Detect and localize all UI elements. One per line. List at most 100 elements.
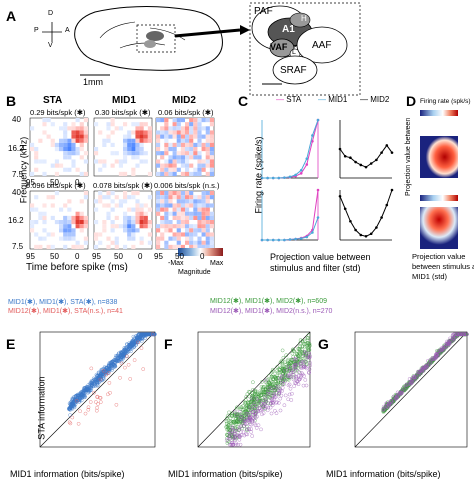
point-mid2 — [343, 154, 347, 158]
heatmap-cell — [83, 134, 88, 139]
scatter-point-blue — [134, 336, 139, 341]
scatter-point-purple — [389, 398, 393, 403]
scatter-point-blue — [98, 371, 103, 376]
scatter-point-green — [288, 363, 293, 368]
heatmap-cell — [46, 134, 51, 139]
heatmap-cell — [209, 159, 214, 164]
heatmap-cell — [63, 224, 68, 229]
heatmap-cell — [118, 171, 123, 176]
heatmap-cell — [143, 138, 148, 143]
heatmap-cell — [172, 207, 177, 212]
heatmap-cell — [94, 199, 99, 204]
heatmap-cell — [205, 118, 210, 123]
heatmap-cell — [160, 126, 165, 131]
heatmap-cell — [205, 203, 210, 208]
heatmap-cell — [205, 155, 210, 160]
scatter-point-purple — [265, 408, 270, 413]
heatmap-cell — [156, 244, 161, 249]
heatmap-cell — [201, 207, 206, 212]
heatmap-cell — [34, 232, 39, 237]
point-mid2 — [354, 228, 357, 232]
scatter-point-purple — [293, 380, 297, 385]
point-mid2 — [380, 216, 383, 219]
scatter-point-purple — [454, 335, 458, 339]
xtick-0-b3: 0 — [200, 252, 205, 261]
heatmap-cell — [168, 199, 173, 204]
heatmap-cell — [201, 167, 206, 172]
scatter-point-red — [96, 402, 100, 406]
heatmap-cell — [79, 134, 84, 139]
heatmap-cell — [54, 171, 59, 176]
d-heatmap-bottom — [420, 207, 458, 249]
heatmap-cell — [185, 215, 190, 220]
heatmap-cell — [98, 159, 103, 164]
heatmap-cell — [139, 240, 144, 245]
heatmap-cell — [63, 151, 68, 156]
heatmap-cell — [131, 167, 136, 172]
heatmap-cell — [193, 228, 198, 233]
heatmap-cell — [185, 171, 190, 176]
scatter-point-purple — [270, 396, 275, 401]
heatmap-cell — [176, 126, 181, 131]
ytick-7-b: 7.5 — [12, 242, 24, 251]
scatter-point-blue — [68, 413, 72, 417]
scatter-point-green — [229, 414, 234, 418]
heatmap-cell — [156, 134, 161, 139]
heatmap-cell — [209, 171, 214, 176]
scatter-point-purple — [381, 407, 386, 411]
heatmap-cell — [201, 224, 206, 229]
heatmap-cell — [172, 134, 177, 139]
heatmap-cell — [83, 224, 88, 229]
heatmap-cell — [205, 191, 210, 196]
e-xlabel: MID1 information (bits/spike) — [10, 469, 125, 479]
heatmap-cell — [83, 138, 88, 143]
heatmap-cell — [50, 122, 55, 127]
heatmap-cell — [168, 203, 173, 208]
scatter-point-blue — [137, 335, 141, 340]
heatmap-cell — [197, 236, 202, 241]
heatmap-cell — [172, 122, 177, 127]
scatter-point-red — [118, 375, 122, 380]
heatmap-cell — [205, 171, 210, 176]
heatmap-cell — [147, 126, 152, 131]
heatmap-cell — [205, 240, 210, 245]
heatmap-cell — [106, 215, 111, 220]
heatmap-cell — [176, 220, 181, 225]
scatter-point-purple — [277, 390, 281, 395]
scatter-point-purple — [404, 382, 409, 387]
scatter-point-purple — [296, 382, 301, 387]
heatmap-cell — [135, 122, 140, 127]
heatmap-cell — [135, 142, 140, 147]
heatmap-cell — [172, 155, 177, 160]
heatmap-cell — [139, 203, 144, 208]
scatter-point-purple — [280, 374, 285, 378]
scatter-point-red — [94, 400, 98, 404]
heatmap-cell — [38, 159, 43, 164]
heatmap-cell — [63, 147, 68, 152]
heatmap-cell — [147, 224, 152, 229]
scatter-point-purple — [455, 332, 459, 337]
scatter-point-green — [259, 385, 264, 389]
heatmap-cell — [172, 118, 177, 123]
heatmap-cell — [123, 122, 128, 127]
scatter-point-purple — [404, 383, 408, 388]
heatmap-cell — [102, 224, 107, 229]
heatmap-cell — [209, 130, 214, 135]
heatmap-cell — [180, 151, 185, 156]
heatmap-cell — [94, 232, 99, 237]
scatter-point-blue — [84, 385, 89, 389]
heatmap-cell — [156, 171, 161, 176]
heatmap-cell — [168, 211, 173, 216]
heatmap-cell — [67, 207, 72, 212]
colorbar-min: -Max — [168, 260, 184, 267]
area-aaf — [296, 26, 348, 64]
heatmap-cell — [189, 130, 194, 135]
heatmap-cell — [164, 191, 169, 196]
heatmap-cell — [123, 199, 128, 204]
heatmap-cell — [83, 151, 88, 156]
scatter-point-red — [132, 358, 137, 362]
heatmap-cell — [67, 220, 72, 225]
heatmap-cell — [197, 215, 202, 220]
heatmap-cell — [79, 211, 84, 216]
heatmap-cell — [75, 151, 80, 156]
